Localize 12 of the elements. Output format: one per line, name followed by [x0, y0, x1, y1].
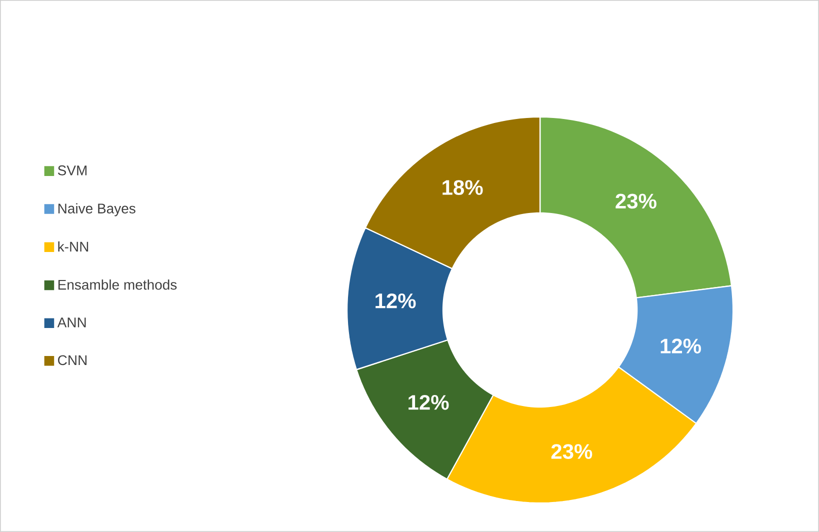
data-label: 12% [408, 395, 449, 410]
legend-label: SVM [58, 165, 86, 176]
data-label: 12% [660, 338, 701, 354]
data-label: 18% [442, 180, 483, 195]
legend-label: Ensamble methods [58, 279, 177, 290]
data-label: 23% [616, 194, 656, 209]
legend-label: ANN [57, 318, 86, 328]
legend-label: CNN [58, 355, 86, 366]
data-label: 23% [551, 444, 592, 459]
data-label: 12% [376, 293, 416, 308]
legend-label: Naive Bayes [58, 203, 136, 216]
legend-label: k-NN [58, 241, 88, 252]
